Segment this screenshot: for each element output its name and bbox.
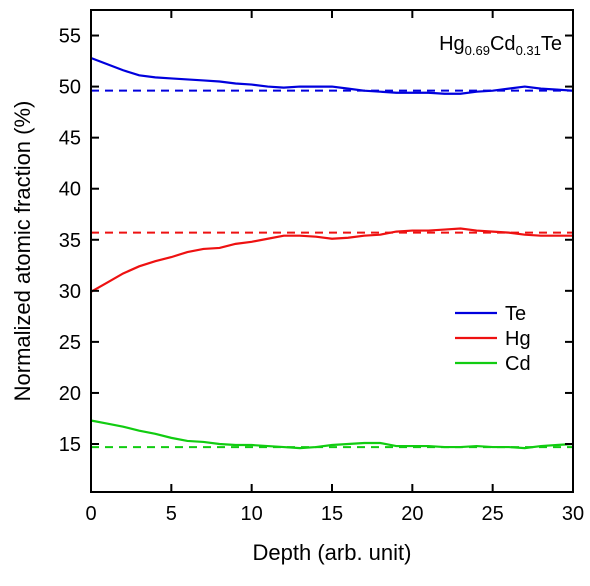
- x-tick-label: 5: [166, 503, 177, 525]
- x-tick-label: 15: [321, 503, 343, 525]
- y-tick-label: 20: [59, 383, 81, 405]
- legend-label: Cd: [505, 353, 531, 375]
- x-tick-label: 20: [401, 503, 423, 525]
- plot-frame: [90, 9, 574, 493]
- data-line: [90, 56, 574, 95]
- legend-label: Te: [505, 303, 526, 325]
- data-line: [90, 419, 574, 450]
- x-axis-label: Depth (arb. unit): [253, 540, 412, 565]
- y-axis-label: Normalized atomic fraction (%): [10, 101, 35, 402]
- x-tick-label: 25: [482, 503, 504, 525]
- y-tick-label: 15: [59, 434, 81, 456]
- x-tick-label: 10: [241, 503, 263, 525]
- annotation-part: Cd: [490, 33, 516, 55]
- y-tick-label: 30: [59, 281, 81, 303]
- y-tick-label: 35: [59, 230, 81, 252]
- legend-label: Hg: [505, 328, 531, 350]
- y-tick-label: 45: [59, 128, 81, 150]
- y-tick-label: 40: [59, 179, 81, 201]
- x-tick-label: 0: [85, 503, 96, 525]
- y-tick-label: 55: [59, 26, 81, 48]
- x-tick-label: 30: [562, 503, 584, 525]
- annotation-part: 0.31: [516, 43, 541, 58]
- y-tick-label: 50: [59, 77, 81, 99]
- annotation: Hg0.69Cd0.31Te: [439, 33, 562, 58]
- y-tick-label: 25: [59, 332, 81, 354]
- data-line: [90, 227, 573, 293]
- annotation-part: 0.69: [465, 43, 490, 58]
- annotation-part: Te: [541, 33, 562, 55]
- annotation-part: Hg: [439, 33, 465, 55]
